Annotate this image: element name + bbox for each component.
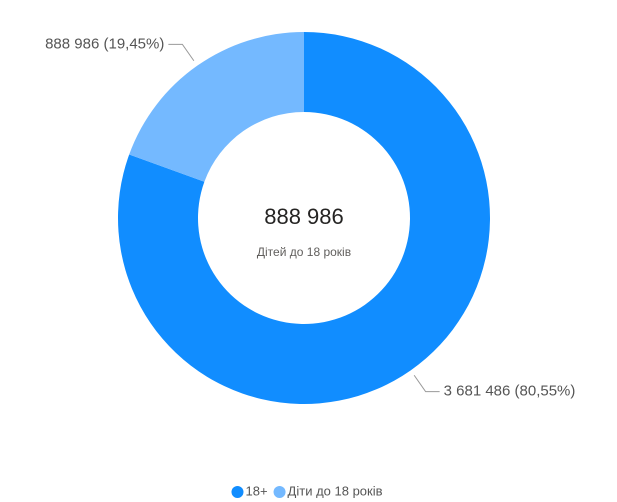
legend-label: 18+: [245, 483, 267, 498]
leader-line: [168, 43, 195, 62]
center-value: 888 986: [264, 204, 344, 229]
leader-line: [413, 374, 440, 393]
legend-marker: [231, 486, 244, 498]
legend-marker: [273, 486, 286, 498]
center-subtitle: Дітей до 18 років: [257, 245, 351, 259]
donut-slice: [118, 32, 491, 404]
legend-label: Діти до 18 років: [288, 483, 383, 498]
donut-slice: [129, 32, 304, 182]
data-label: 888 986 (19,45%): [45, 35, 164, 52]
data-label: 3 681 486 (80,55%): [444, 383, 576, 400]
